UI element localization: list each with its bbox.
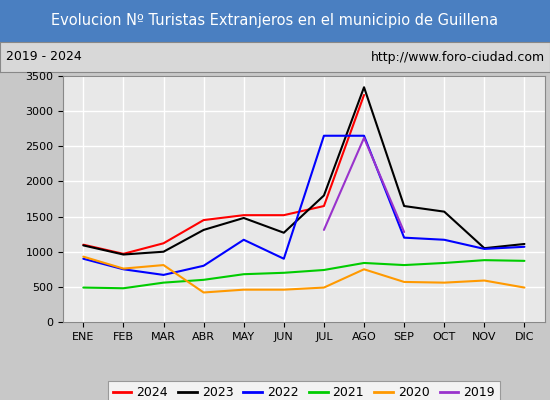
Legend: 2024, 2023, 2022, 2021, 2020, 2019: 2024, 2023, 2022, 2021, 2020, 2019 <box>108 381 500 400</box>
Text: 2019 - 2024: 2019 - 2024 <box>6 50 81 64</box>
Text: Evolucion Nº Turistas Extranjeros en el municipio de Guillena: Evolucion Nº Turistas Extranjeros en el … <box>52 14 498 28</box>
Text: http://www.foro-ciudad.com: http://www.foro-ciudad.com <box>370 50 544 64</box>
